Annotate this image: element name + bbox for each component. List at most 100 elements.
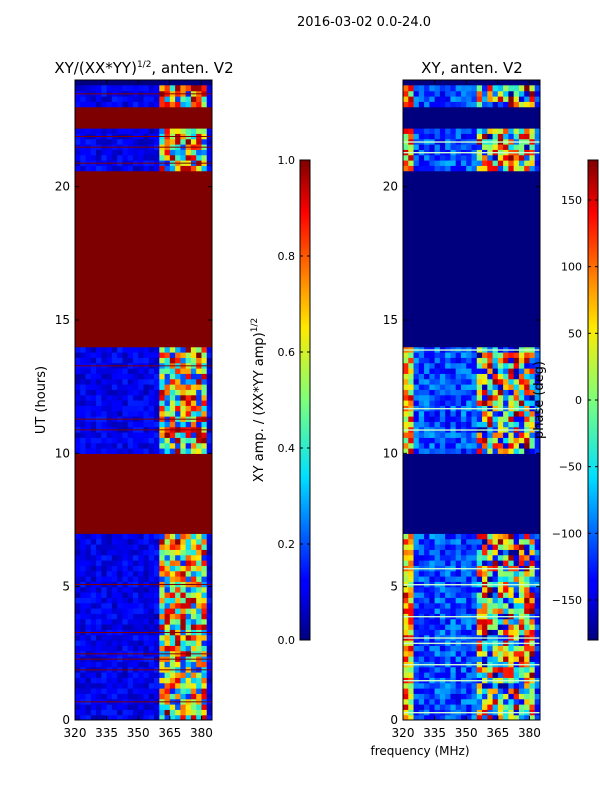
heatmap-cell <box>497 373 504 380</box>
heatmap-cell <box>75 688 81 694</box>
heatmap-cell <box>434 576 441 582</box>
heatmap-flagged-row <box>75 117 212 124</box>
heatmap-cell <box>508 560 515 566</box>
heatmap-cell <box>206 608 212 614</box>
heatmap-flagged-row <box>403 336 540 342</box>
heatmap-cell <box>529 656 536 662</box>
heatmap-cell <box>455 698 462 705</box>
heatmap-flagged-row <box>75 293 212 300</box>
heatmap-cell <box>75 378 81 385</box>
heatmap-cell <box>90 602 97 609</box>
heatmap-cell <box>434 357 441 364</box>
heatmap-cell <box>101 432 108 438</box>
heatmap-cell <box>492 629 499 636</box>
heatmap-cell <box>487 608 494 614</box>
heatmap-cell <box>180 709 187 716</box>
heatmap-cell <box>169 576 176 582</box>
heatmap-cell <box>106 154 113 161</box>
heatmap-cell <box>413 688 420 694</box>
heatmap-cell <box>403 90 409 97</box>
heatmap-cell <box>185 352 192 358</box>
heatmap-cell <box>466 597 473 604</box>
heatmap-cell <box>413 437 420 444</box>
heatmap-cell <box>111 570 118 577</box>
heatmap-cell <box>418 101 425 108</box>
heatmap-cell <box>503 549 509 556</box>
heatmap-cell <box>106 576 113 582</box>
heatmap-cell <box>403 373 409 380</box>
heatmap-cell <box>497 624 504 630</box>
heatmap-cell <box>106 618 113 625</box>
heatmap-cell <box>127 138 134 145</box>
heatmap-cell <box>75 96 81 102</box>
heatmap-cell <box>445 704 452 710</box>
heatmap-cell <box>529 618 536 625</box>
heatmap-cell <box>138 352 145 358</box>
heatmap-cell <box>445 576 452 582</box>
heatmap-cell <box>164 634 171 641</box>
heatmap-cell <box>90 96 97 102</box>
heatmap-cell <box>482 128 488 134</box>
heatmap-cell <box>127 165 134 172</box>
heatmap-cell <box>471 421 478 428</box>
heatmap-cell <box>85 448 92 454</box>
heatmap-cell <box>185 672 192 678</box>
heatmap-cell <box>96 554 102 561</box>
heatmap-cell <box>487 384 494 390</box>
heatmap-cell <box>529 378 536 385</box>
heatmap-cell <box>466 144 473 150</box>
heatmap-cell <box>175 165 181 172</box>
heatmap-cell <box>508 448 515 454</box>
heatmap-cell <box>132 608 139 614</box>
heatmap-cell <box>90 586 97 593</box>
heatmap-cell <box>169 368 176 374</box>
heatmap-cell <box>164 597 171 604</box>
heatmap-cell <box>201 560 208 566</box>
heatmap-cell <box>445 538 452 545</box>
heatmap-cell <box>471 602 478 609</box>
heatmap-cell <box>534 576 540 582</box>
heatmap-cell <box>169 389 176 396</box>
heatmap-cell <box>206 442 212 449</box>
heatmap-cell <box>445 437 452 444</box>
heatmap-cell <box>190 357 197 364</box>
heatmap-cell <box>159 704 166 710</box>
heatmap-cell <box>524 448 531 454</box>
heatmap-cell <box>403 698 409 705</box>
heatmap-cell <box>418 437 425 444</box>
heatmap-cell <box>190 602 197 609</box>
heatmap-cell <box>127 704 134 710</box>
heatmap-cell <box>476 368 483 374</box>
heatmap-cell <box>138 389 145 396</box>
heatmap-cell <box>403 586 409 593</box>
heatmap-cell <box>206 554 212 561</box>
heatmap-cell <box>482 421 488 428</box>
heatmap-cell <box>524 128 531 134</box>
heatmap-cell <box>524 533 531 540</box>
heatmap-cell <box>143 608 150 614</box>
heatmap-cell <box>450 586 457 593</box>
heatmap-cell <box>148 613 155 620</box>
heatmap-cell <box>154 368 160 374</box>
heatmap-flag-line <box>75 418 212 420</box>
heatmap-cell <box>169 357 176 364</box>
heatmap-cell <box>508 368 515 374</box>
heatmap-cell <box>518 165 525 172</box>
heatmap-cell <box>450 442 457 449</box>
heatmap-cell <box>201 368 208 374</box>
heatmap-cell <box>175 592 181 598</box>
heatmap-cell <box>413 618 420 625</box>
heatmap-cell <box>75 357 81 364</box>
heatmap-cell <box>169 624 176 630</box>
heatmap-cell <box>534 154 540 161</box>
heatmap-cell <box>487 624 494 630</box>
heatmap-cell <box>117 352 124 358</box>
heatmap-flagged-row <box>403 256 540 262</box>
heatmap-cell <box>111 410 118 417</box>
heatmap-cell <box>471 378 478 385</box>
heatmap-cell <box>424 133 430 140</box>
heatmap-cell <box>460 714 467 720</box>
heatmap-flag-line <box>403 637 540 639</box>
heatmap-cell <box>196 597 203 604</box>
